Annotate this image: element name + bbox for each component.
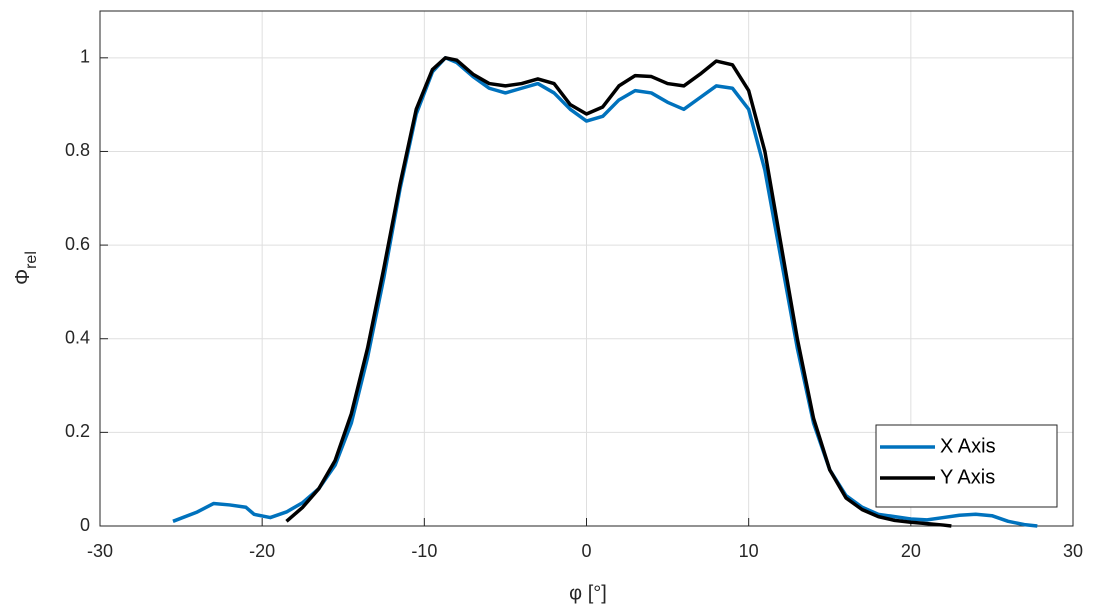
x-axis-label: φ [°] bbox=[569, 582, 607, 604]
plot-frame bbox=[99, 10, 1074, 527]
y-axis-label-main: Φ bbox=[12, 269, 34, 285]
y-axis-label: Φrel bbox=[12, 251, 40, 285]
x-tick-label: -30 bbox=[87, 541, 113, 561]
x-tick-label: 30 bbox=[1063, 541, 1083, 561]
data-line bbox=[285, 56, 952, 528]
x-tick-label: 10 bbox=[739, 541, 759, 561]
y-tick-label: 0 bbox=[80, 515, 90, 535]
y-tick-label: 1 bbox=[80, 47, 90, 67]
y-tick-label: 0.6 bbox=[65, 234, 90, 254]
x-tick-label: 20 bbox=[901, 541, 921, 561]
legend-label: Y Axis bbox=[940, 466, 995, 488]
legend-label: X Axis bbox=[940, 435, 996, 457]
y-axis-label-sub: rel bbox=[23, 251, 40, 269]
x-tick-label: 0 bbox=[581, 541, 591, 561]
y-tick-label: 0.2 bbox=[65, 421, 90, 441]
y-tick-label: 0.8 bbox=[65, 140, 90, 160]
legend-box bbox=[875, 424, 1058, 508]
x-tick-label: -20 bbox=[249, 541, 275, 561]
y-tick-label: 0.4 bbox=[65, 327, 90, 347]
x-tick-label: -10 bbox=[411, 541, 437, 561]
